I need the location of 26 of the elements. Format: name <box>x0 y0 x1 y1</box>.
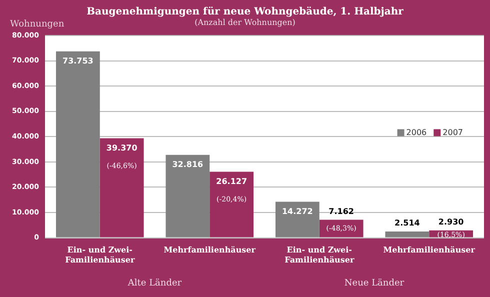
legend-label: 2006 <box>406 128 427 137</box>
data-label: 14.272 <box>282 206 313 216</box>
data-label: 2.514 <box>394 218 420 228</box>
bar <box>275 202 320 238</box>
y-axis-title: Wohnungen <box>10 19 64 30</box>
x-tick-label: Mehrfamilienhäuser <box>383 244 476 255</box>
data-label: 39.370 <box>106 143 138 152</box>
bar <box>319 220 364 238</box>
bar <box>385 231 430 238</box>
chart-subtitle: (Anzahl der Wohnungen) <box>194 18 296 27</box>
bar <box>56 51 100 238</box>
x-tick-label: Mehrfamilienhäuser <box>164 244 256 255</box>
x-tick-label: Ein- und Zwei-Familienhäuser <box>284 244 355 264</box>
data-label: 73.753 <box>62 56 94 66</box>
bar <box>100 138 144 238</box>
bar <box>166 154 210 238</box>
data-label: 7.162 <box>328 206 354 216</box>
bar <box>210 172 254 238</box>
text: Neue Länder <box>344 278 405 288</box>
text: Alte Länder <box>126 278 182 288</box>
chart-title: Baugenehmigungen für neue Wohngebäude, 1. Halbjahr <box>86 6 404 18</box>
legend-label: 2007 <box>442 128 463 137</box>
x-tick-label: Ein- und Zwei-Familienhäuser <box>65 244 136 264</box>
data-label: 26.127 <box>216 176 248 186</box>
data-label: 2.930 <box>438 217 464 226</box>
data-label: 32.816 <box>172 160 204 169</box>
